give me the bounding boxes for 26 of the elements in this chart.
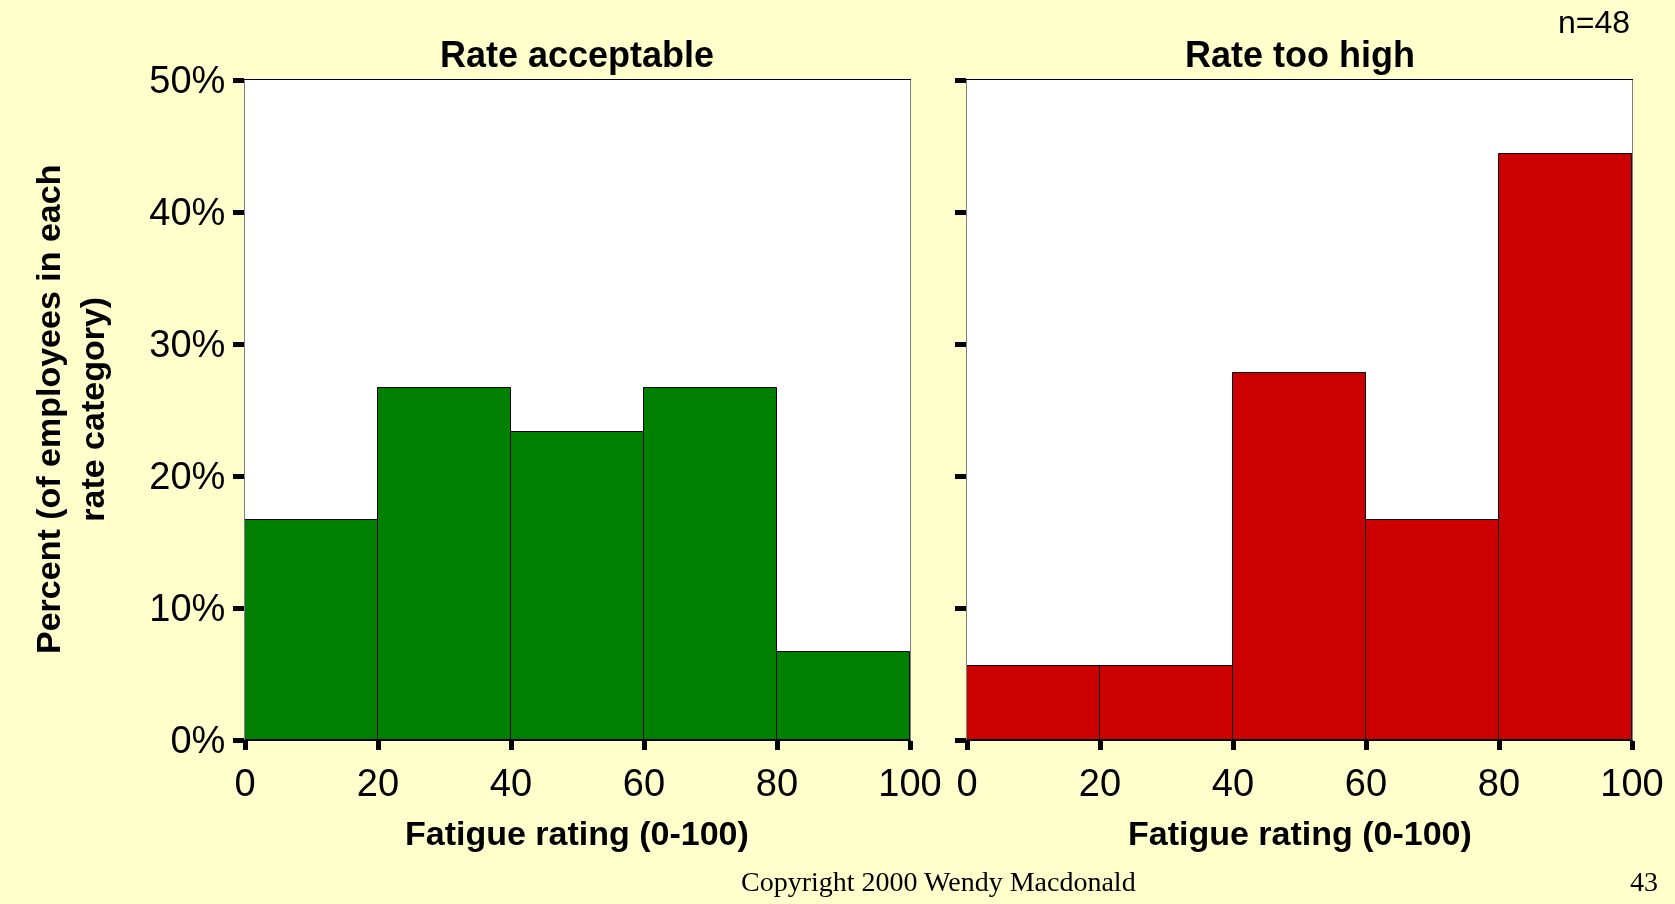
- x-axis-title: Fatigue rating (0-100): [1128, 814, 1472, 852]
- y-tick-label: 40%: [149, 191, 226, 234]
- x-tick-label: 40: [1211, 761, 1255, 804]
- y-tick-label: 30%: [149, 323, 226, 366]
- x-tick-label: 20: [1078, 761, 1122, 804]
- x-tick-label: 40: [489, 761, 533, 804]
- chart-title: Rate too high: [1185, 34, 1415, 75]
- x-tick-label: 0: [956, 761, 978, 804]
- x-tick-label: 80: [755, 761, 799, 804]
- x-axis-title: Fatigue rating (0-100): [405, 814, 749, 852]
- x-tick-label: 100: [1600, 761, 1664, 804]
- x-tick-label: 20: [356, 761, 400, 804]
- y-tick-label: 0%: [170, 719, 226, 762]
- x-tick-label: 100: [878, 761, 942, 804]
- y-tick-label: 10%: [149, 587, 226, 630]
- text: 43: [1630, 866, 1658, 897]
- x-tick-label: 60: [622, 761, 666, 804]
- x-tick-label: 80: [1477, 761, 1521, 804]
- y-tick-label: 50%: [149, 59, 226, 102]
- y-tick-label: 20%: [149, 455, 226, 498]
- y-axis-title: Percent (of employees in each rate category): [29, 164, 112, 654]
- x-tick-label: 0: [234, 761, 256, 804]
- text: n=48: [1558, 4, 1631, 40]
- chart-title: Rate acceptable: [440, 34, 715, 75]
- text: Copyright 2000 Wendy Macdonald: [741, 866, 1136, 897]
- x-tick-label: 60: [1344, 761, 1388, 804]
